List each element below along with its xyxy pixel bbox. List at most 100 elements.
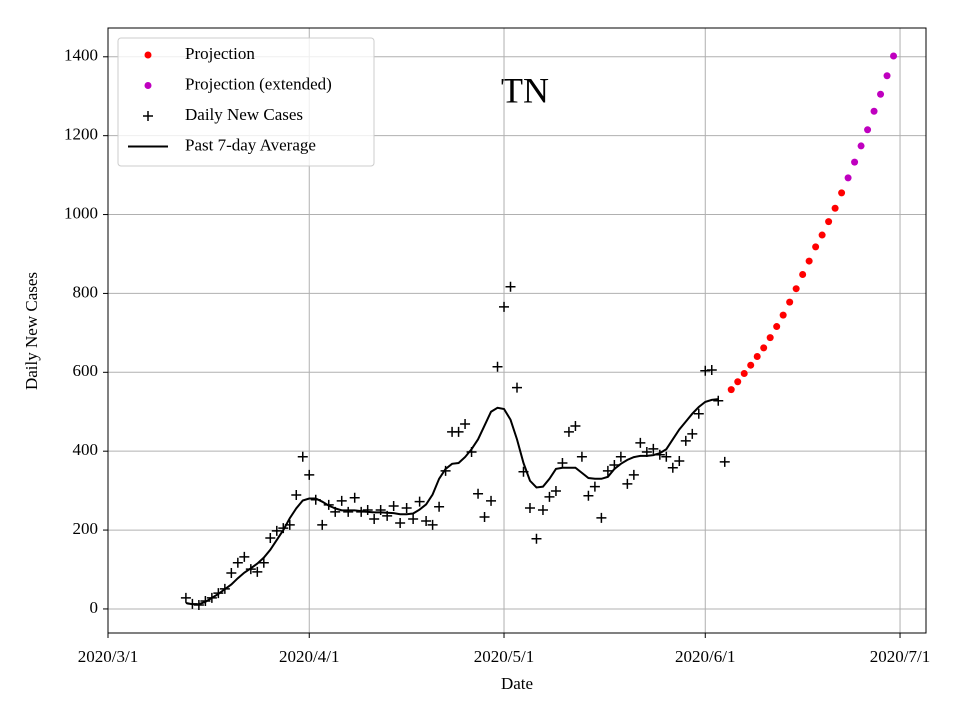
- plus-marker: [602, 465, 613, 476]
- point: [753, 353, 761, 361]
- plus-marker: [557, 458, 568, 469]
- point: [883, 72, 891, 80]
- x-tick-label: 2020/7/1: [870, 647, 930, 666]
- x-tick-label: 2020/5/1: [474, 647, 534, 666]
- plus-marker: [252, 566, 263, 577]
- plus-marker: [395, 517, 406, 528]
- point: [727, 386, 735, 394]
- plus-marker: [680, 435, 691, 446]
- plus-marker: [687, 428, 698, 439]
- y-axis-label: Daily New Cases: [22, 272, 41, 390]
- x-tick-label: 2020/6/1: [675, 647, 735, 666]
- plus-marker: [265, 532, 276, 543]
- y-tick-label: 800: [73, 282, 99, 301]
- plus-marker: [473, 488, 484, 499]
- plus-marker: [537, 504, 548, 515]
- plus-marker: [693, 408, 704, 419]
- plus-marker: [505, 281, 516, 292]
- y-tick-label: 1000: [64, 203, 98, 222]
- plus-marker: [499, 301, 510, 312]
- point: [792, 285, 800, 293]
- plus-marker: [388, 501, 399, 512]
- point: [740, 369, 748, 377]
- plus-marker: [486, 495, 497, 506]
- plus-marker: [667, 462, 678, 473]
- plus-marker: [719, 456, 730, 467]
- point: [747, 361, 755, 369]
- plus-marker: [596, 512, 607, 523]
- plus-marker: [648, 443, 659, 454]
- plus-marker: [271, 525, 282, 536]
- plus-marker: [563, 426, 574, 437]
- legend-box: [117, 37, 375, 167]
- plus-marker: [291, 489, 302, 500]
- plus-marker: [524, 502, 535, 513]
- plus-marker: [661, 451, 672, 462]
- plus-marker: [440, 465, 451, 476]
- plus-marker: [297, 451, 308, 462]
- point: [812, 243, 820, 251]
- plus-marker: [304, 469, 315, 480]
- x-tick-label: 2020/4/1: [279, 647, 339, 666]
- plot-frame: [107, 27, 927, 634]
- x-tick-label: 2020/3/1: [78, 647, 138, 666]
- plus-marker: [453, 426, 464, 437]
- plus-marker: [570, 420, 581, 431]
- plus-marker: [583, 490, 594, 501]
- plus-marker: [232, 557, 243, 568]
- point: [766, 334, 774, 342]
- plus-marker: [628, 469, 639, 480]
- point: [844, 174, 852, 182]
- point: [786, 298, 794, 306]
- plus-marker: [460, 418, 471, 429]
- legend-label: Daily New Cases: [185, 105, 303, 124]
- point: [773, 323, 781, 331]
- plus-marker: [343, 506, 354, 517]
- point: [890, 52, 898, 60]
- plus-marker: [421, 515, 432, 526]
- legend-marker: [144, 82, 152, 89]
- x-axis-label: Date: [501, 674, 533, 693]
- plus-marker: [226, 568, 237, 579]
- plus-marker: [369, 514, 380, 525]
- plus-marker: [544, 491, 555, 502]
- plus-marker: [258, 557, 269, 568]
- plus-marker: [615, 451, 626, 462]
- point: [805, 257, 813, 265]
- point: [760, 344, 768, 352]
- plus-marker: [550, 486, 561, 497]
- point: [734, 378, 742, 386]
- y-tick-label: 1400: [64, 46, 98, 65]
- legend-marker: [143, 111, 153, 121]
- plus-marker: [336, 495, 347, 506]
- y-tick-label: 0: [90, 598, 99, 617]
- plus-marker: [434, 501, 445, 512]
- plus-marker: [512, 382, 522, 393]
- point: [851, 158, 859, 166]
- plus-marker: [713, 395, 724, 406]
- y-tick-label: 600: [73, 361, 99, 380]
- point: [831, 204, 839, 212]
- legend-marker: [144, 51, 152, 59]
- plus-marker: [414, 496, 425, 507]
- plus-marker: [349, 492, 360, 503]
- plus-marker: [317, 519, 328, 530]
- plus-marker: [492, 361, 503, 372]
- plus-marker: [635, 437, 646, 448]
- legend: Projection Projection (extended) Daily New…: [117, 37, 375, 167]
- point: [877, 90, 885, 98]
- y-tick-label: 200: [73, 519, 99, 538]
- point: [870, 107, 878, 115]
- plus-marker: [531, 533, 542, 544]
- point: [818, 231, 826, 239]
- plus-marker: [589, 481, 600, 492]
- plus-marker: [427, 519, 438, 530]
- plus-marker: [622, 478, 633, 489]
- plus-marker: [674, 456, 685, 467]
- y-tick-label: 400: [73, 440, 99, 459]
- point: [779, 311, 787, 319]
- plus-marker: [401, 502, 412, 513]
- plus-marker: [576, 451, 587, 462]
